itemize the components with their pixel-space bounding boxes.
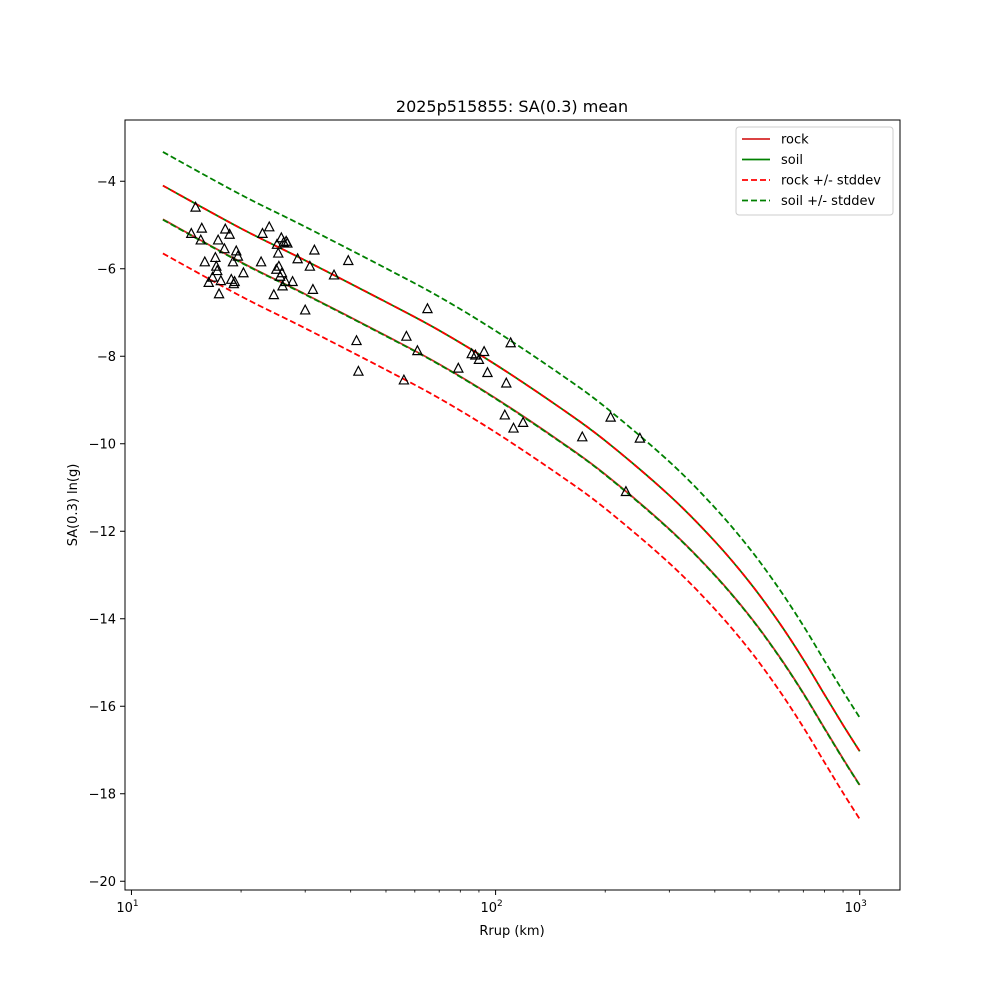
observation-point <box>517 416 529 427</box>
observation-point <box>210 260 222 271</box>
legend-label: rock <box>781 133 809 148</box>
observation-point <box>255 255 267 267</box>
observation-point <box>605 411 617 422</box>
observation-point <box>227 255 239 267</box>
observation-point <box>452 362 464 373</box>
legend-label: soil <box>781 153 803 168</box>
plot-frame <box>124 119 901 891</box>
chart-title: 2025p515855: SA(0.3) mean <box>396 97 628 116</box>
observation-point <box>469 348 481 360</box>
series-layer <box>162 151 861 820</box>
y-tick-label: −16 <box>89 700 116 715</box>
observation-point <box>224 228 236 239</box>
x-tick-label: 102 <box>480 899 502 916</box>
observation-point <box>209 251 221 263</box>
observation-point <box>352 365 364 376</box>
legend-box <box>735 126 894 216</box>
observation-point <box>478 345 490 357</box>
series-line-6 <box>162 151 861 719</box>
observation-point <box>218 242 231 254</box>
observation-point <box>292 252 304 264</box>
observation-point <box>271 238 283 249</box>
observation-point <box>505 336 517 348</box>
x-tick-label: 101 <box>116 899 138 916</box>
observation-point <box>328 268 340 280</box>
y-tick-label: −10 <box>89 437 116 452</box>
observation-point <box>620 485 632 497</box>
observation-point <box>196 222 208 233</box>
observation-point <box>481 366 494 378</box>
observation-point <box>499 408 511 420</box>
y-tick-label: −12 <box>89 525 116 540</box>
observation-point <box>273 260 285 271</box>
legend-label: rock +/- stddev <box>781 174 881 189</box>
series-line-5 <box>162 218 861 786</box>
observation-point <box>421 302 434 314</box>
y-tick-label: −18 <box>89 787 116 802</box>
observation-point <box>272 246 284 258</box>
x-axis-label: Rrup (km) <box>479 924 544 939</box>
observation-point <box>206 271 219 282</box>
observation-point <box>203 276 215 287</box>
x-tick-label: 103 <box>845 899 867 916</box>
observation-point <box>286 275 299 287</box>
series-line-3 <box>162 252 861 820</box>
observation-point <box>400 330 413 341</box>
observation-point <box>215 274 227 286</box>
observation-point <box>185 227 197 238</box>
x-axis: 101 102 103 <box>116 890 867 916</box>
observation-point <box>189 201 202 212</box>
y-tick-label: −14 <box>89 612 116 627</box>
observation-point <box>229 275 241 287</box>
y-tick-label: −8 <box>97 350 116 365</box>
observation-points <box>185 201 646 497</box>
observation-point <box>299 303 311 315</box>
observation-point <box>212 233 224 245</box>
observation-point <box>213 287 225 299</box>
observation-point <box>342 254 354 266</box>
observation-point <box>307 283 319 294</box>
observation-point <box>263 220 275 232</box>
legend-label: soil +/- stddev <box>781 194 876 209</box>
observation-point <box>500 376 512 388</box>
observation-point <box>411 344 424 356</box>
observation-point <box>308 243 320 255</box>
series-line-4 <box>162 184 861 752</box>
observation-point <box>281 236 293 248</box>
observation-point <box>398 373 410 385</box>
observation-point <box>507 421 520 433</box>
observation-point <box>256 227 269 238</box>
observation-point <box>634 432 646 443</box>
observation-point <box>276 266 288 278</box>
observation-point <box>195 233 207 245</box>
observation-point <box>268 288 280 300</box>
y-tick-label: −20 <box>89 875 116 890</box>
observation-point <box>473 353 485 364</box>
observation-point <box>232 250 244 261</box>
y-tick-label: −6 <box>97 262 116 277</box>
observation-point <box>270 263 282 274</box>
legend: rock soil rock +/- stddev soil +/- stddev <box>735 126 894 216</box>
observation-point <box>350 334 363 346</box>
y-tick-label: −4 <box>97 175 116 190</box>
observation-point <box>199 255 211 267</box>
y-axis-label: SA(0.3) ln(g) <box>66 464 81 547</box>
observation-point <box>304 260 316 271</box>
observation-point <box>211 264 223 276</box>
y-axis: −4 −6 −8 −10 −12 −14 −16 −18 −20 <box>89 175 125 890</box>
observation-point <box>237 266 250 278</box>
observation-point <box>279 275 292 287</box>
observation-point <box>576 430 588 442</box>
observation-point <box>219 222 231 234</box>
